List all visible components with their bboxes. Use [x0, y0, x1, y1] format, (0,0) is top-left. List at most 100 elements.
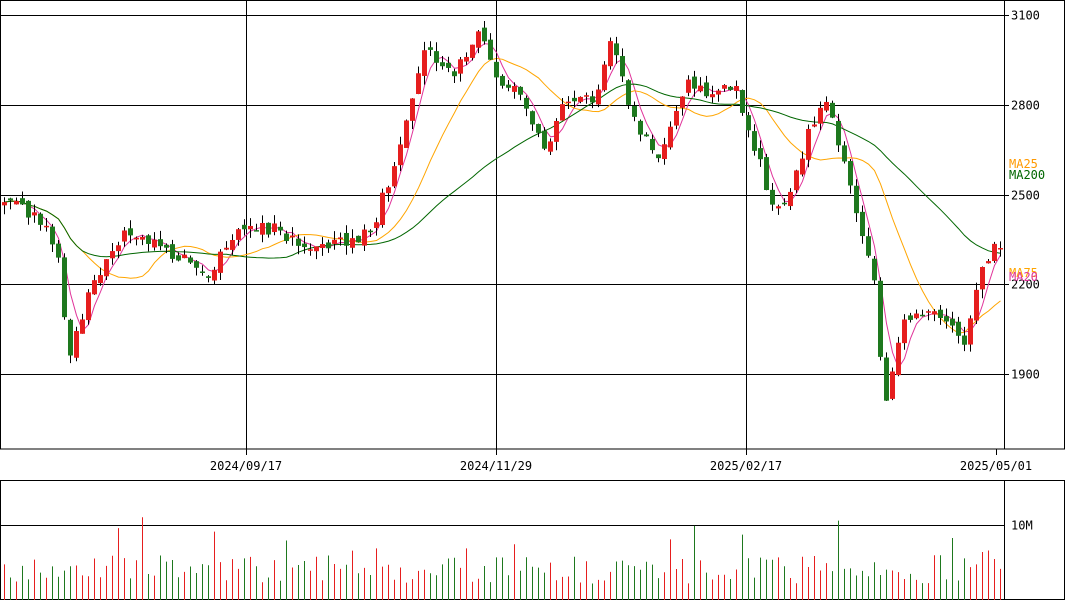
candle-up [476, 31, 481, 48]
candle-up [890, 371, 895, 399]
candle-down [572, 97, 577, 102]
candle-up [236, 229, 241, 240]
candle-down [770, 189, 775, 205]
price-tick-label: 3100 [1011, 9, 1040, 23]
price-grid [0, 0, 1065, 455]
candle-up [410, 98, 415, 121]
candle-up [560, 104, 565, 121]
candle-up [980, 266, 985, 290]
candle-down [614, 43, 619, 56]
candle-up [680, 96, 685, 108]
candle-down [20, 198, 25, 205]
candle-up [122, 230, 127, 242]
ma-label-ma25: MA25 [1009, 157, 1038, 171]
candle-down [860, 211, 865, 237]
candle-up [230, 239, 235, 250]
candle-down [878, 280, 883, 357]
candle-down [842, 145, 847, 162]
candle-down [752, 131, 757, 151]
candle-down [938, 309, 943, 318]
candle-down [650, 138, 655, 151]
candle-down [884, 357, 889, 401]
candle-down [206, 276, 211, 278]
volume-bars [4, 517, 1001, 600]
candle-down [56, 243, 61, 258]
candle-up [404, 120, 409, 149]
candle-up [380, 192, 385, 225]
candle-down [500, 75, 505, 86]
candle-up [74, 331, 79, 358]
candle-up [674, 110, 679, 126]
candle-down [590, 96, 595, 103]
candle-down [488, 39, 493, 60]
candle-up [98, 275, 103, 284]
price-tick-label: 2500 [1011, 189, 1040, 203]
candle-up [332, 239, 337, 244]
candle-down [146, 235, 151, 244]
candle-up [14, 200, 19, 205]
candle-down [440, 62, 445, 67]
date-label: 2025/05/01 [960, 459, 1032, 473]
date-label: 2025/02/17 [710, 459, 782, 473]
candle-down [524, 97, 529, 109]
price-tick-label: 2800 [1011, 99, 1040, 113]
candle-up [320, 244, 325, 248]
candle-up [800, 158, 805, 175]
candle-up [374, 222, 379, 228]
candle-down [740, 90, 745, 113]
candle-down [68, 319, 73, 356]
candle-down [872, 258, 877, 281]
candle-down [692, 76, 697, 89]
candle-up [314, 246, 319, 252]
candle-down [908, 315, 913, 320]
price-tick-label: 1900 [1011, 368, 1040, 382]
candle-down [956, 321, 961, 336]
candle-down [296, 238, 301, 246]
candle-down [194, 261, 199, 268]
candle-down [164, 244, 169, 248]
candle-down [482, 27, 487, 42]
candle-up [668, 126, 673, 148]
candle-up [116, 245, 121, 252]
candle-up [818, 107, 823, 124]
date-label: 2024/11/29 [460, 459, 532, 473]
candle-down [326, 242, 331, 249]
candle-up [686, 79, 691, 93]
candle-up [458, 59, 463, 74]
ma-label-ma20: MA20 [1009, 270, 1038, 284]
axis-labels: 1900 2200 2500 2800 3100 2024/09/17 2024/11/29… [210, 9, 1045, 533]
candle-up [86, 292, 91, 321]
candle-down [848, 161, 853, 186]
candle-down [944, 316, 949, 322]
candle-down [266, 222, 271, 235]
candle-down [50, 226, 55, 245]
candle-down [242, 224, 247, 230]
candle-down [620, 56, 625, 77]
candle-up [578, 96, 583, 102]
candle-down [434, 51, 439, 63]
candle-down [626, 80, 631, 105]
candle-down [536, 123, 541, 133]
candle-up [2, 202, 7, 206]
candle-down [446, 62, 451, 68]
candle-up [698, 85, 703, 92]
candle-down [128, 228, 133, 236]
candle-up [152, 239, 157, 248]
candle-down [632, 105, 637, 117]
candle-up [722, 85, 727, 89]
candle-down [758, 148, 763, 160]
candle-down [830, 102, 835, 118]
candle-up [824, 101, 829, 111]
candle-up [260, 223, 265, 235]
candle-up [584, 95, 589, 97]
candle-up [566, 101, 571, 104]
candle-down [158, 239, 163, 247]
candle-up [926, 311, 931, 313]
candle-up [734, 86, 739, 91]
candle-up [398, 144, 403, 166]
candle-down [344, 232, 349, 246]
ma-label-ma200: MA200 [1009, 168, 1045, 182]
candle-down [506, 84, 511, 88]
candle-up [212, 269, 217, 281]
